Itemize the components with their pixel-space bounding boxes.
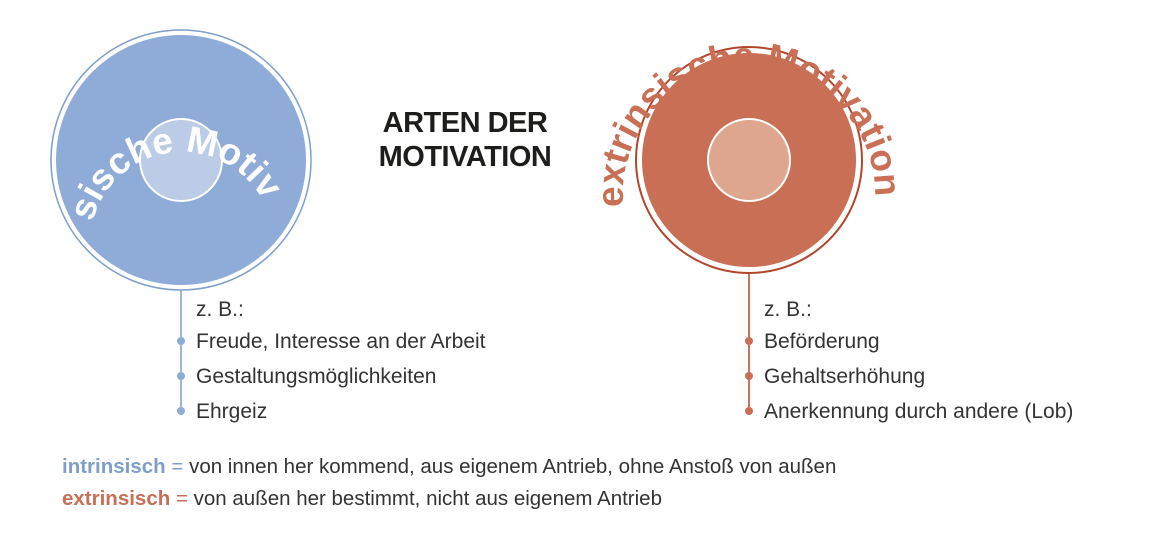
intrinsic-bullet xyxy=(177,407,185,415)
extrinsic-circle: extrinsische Motivation xyxy=(590,35,908,274)
list-item: Ehrgeiz xyxy=(196,400,268,423)
extrinsic-bullet xyxy=(745,337,753,345)
list-item: Gestaltungsmöglichkeiten xyxy=(196,365,437,388)
extrinsic-inner-circle xyxy=(707,118,791,202)
intrinsic-zb-label: z. B.: xyxy=(196,298,244,321)
intrinsic-examples-list: z. B.: Freude, Interesse an der Arbeit G… xyxy=(196,296,486,429)
extrinsic-zb-label: z. B.: xyxy=(764,298,812,321)
list-item: Gehaltserhöhung xyxy=(764,365,926,388)
intrinsic-definition-text: von innen her kommend, aus eigenem Antri… xyxy=(189,455,837,478)
diagram-title: ARTEN DER MOTIVATION xyxy=(350,106,580,174)
title-line-2: MOTIVATION xyxy=(378,141,552,173)
extrinsic-definition: extrinsisch = von außen her bestimmt, ni… xyxy=(62,487,662,511)
extrinsic-bullet xyxy=(745,372,753,380)
intrinsic-bullet xyxy=(177,337,185,345)
list-item: Anerkennung durch andere (Lob) xyxy=(764,400,1074,423)
intrinsic-definition: intrinsisch = von innen her kommend, aus… xyxy=(62,455,836,479)
intrinsic-inner-circle xyxy=(139,118,223,202)
intrinsic-equals: = xyxy=(171,455,184,478)
extrinsic-equals: = xyxy=(175,487,188,510)
intrinsic-bullet xyxy=(177,372,185,380)
list-item: Freude, Interesse an der Arbeit xyxy=(196,330,486,353)
title-line-1: ARTEN DER xyxy=(382,107,548,139)
extrinsic-bullet xyxy=(745,407,753,415)
extrinsic-definition-text: von außen her bestimmt, nicht aus eigene… xyxy=(193,487,662,510)
extrinsic-term: extrinsisch xyxy=(62,487,171,510)
intrinsic-term: intrinsisch xyxy=(62,455,166,478)
extrinsic-examples-list: z. B.: Beförderung Gehaltserhöhung Anerk… xyxy=(764,296,1073,429)
intrinsic-circle: intrinsische Motivation xyxy=(0,0,312,291)
list-item: Beförderung xyxy=(764,330,880,353)
